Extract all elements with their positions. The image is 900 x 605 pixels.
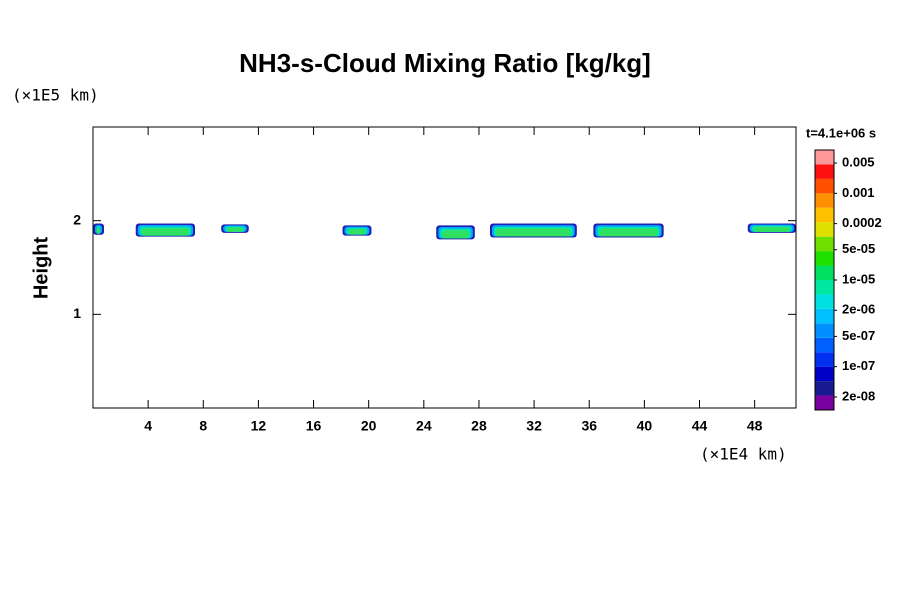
colorbar-swatch: [815, 236, 834, 252]
cloud-patch: [96, 227, 101, 234]
x-tick-label: 28: [471, 418, 487, 434]
x-tick-label: 32: [526, 418, 542, 434]
colorbar-swatch: [815, 178, 834, 194]
x-tick-label: 16: [306, 418, 322, 434]
x-tick-label: 40: [637, 418, 653, 434]
colorbar-swatch: [815, 251, 834, 266]
cloud-patch: [348, 229, 366, 235]
y-tick-label: 1: [73, 305, 81, 321]
colorbar-label: 2e-08: [842, 388, 875, 403]
x-tick-label: 4: [144, 418, 152, 434]
colorbar-label: 1e-07: [842, 358, 875, 373]
colorbar-label: 0.001: [842, 185, 875, 200]
x-tick-label: 12: [251, 418, 267, 434]
colorbar-label: 5e-07: [842, 328, 875, 343]
colorbar-title: t=4.1e+06 s: [806, 125, 876, 140]
chart-title: NH3-s-Cloud Mixing Ratio [kg/kg]: [239, 48, 651, 78]
x-tick-label: 20: [361, 418, 377, 434]
colorbar-swatch: [815, 352, 834, 367]
x-tick-label: 48: [747, 418, 763, 434]
y-unit: (×1E5 km): [12, 86, 99, 105]
colorbar-swatch: [815, 308, 834, 324]
colorbar-label: 1e-05: [842, 271, 875, 286]
x-tick-label: 8: [199, 418, 207, 434]
x-unit: (×1E4 km): [700, 445, 787, 464]
colorbar-swatch: [815, 222, 834, 237]
x-tick-label: 44: [692, 418, 708, 434]
x-tick-label: 36: [581, 418, 597, 434]
colorbar-swatch: [815, 150, 834, 165]
colorbar-swatch: [815, 381, 834, 396]
colorbar-swatch: [815, 337, 834, 353]
colorbar-swatch: [815, 164, 834, 179]
y-tick-label: 2: [73, 211, 81, 227]
colorbar-swatch: [815, 395, 834, 410]
colorbar-label: 0.0002: [842, 215, 882, 230]
colorbar-swatch: [815, 265, 834, 280]
x-tick-label: 24: [416, 418, 432, 434]
cloud-patch: [141, 228, 190, 236]
cloud-patch: [495, 228, 571, 237]
plot-frame: [92, 126, 797, 409]
colorbar-swatch: [815, 207, 834, 223]
y-axis-label: Height: [30, 237, 52, 300]
colorbar-label: 2e-06: [842, 302, 875, 317]
cloud-patch: [227, 227, 243, 232]
colorbar-swatch: [815, 366, 834, 382]
cloud-patch: [753, 226, 790, 232]
colorbar-label: 5e-05: [842, 241, 875, 256]
colorbar-label: 0.005: [842, 154, 875, 169]
colorbar-swatch: [815, 294, 834, 309]
colorbar-swatch: [815, 280, 834, 295]
colorbar-swatch: [815, 323, 834, 338]
colorbar-swatch: [815, 193, 834, 208]
cloud-patch: [442, 230, 469, 239]
cloud-patch: [599, 228, 658, 237]
